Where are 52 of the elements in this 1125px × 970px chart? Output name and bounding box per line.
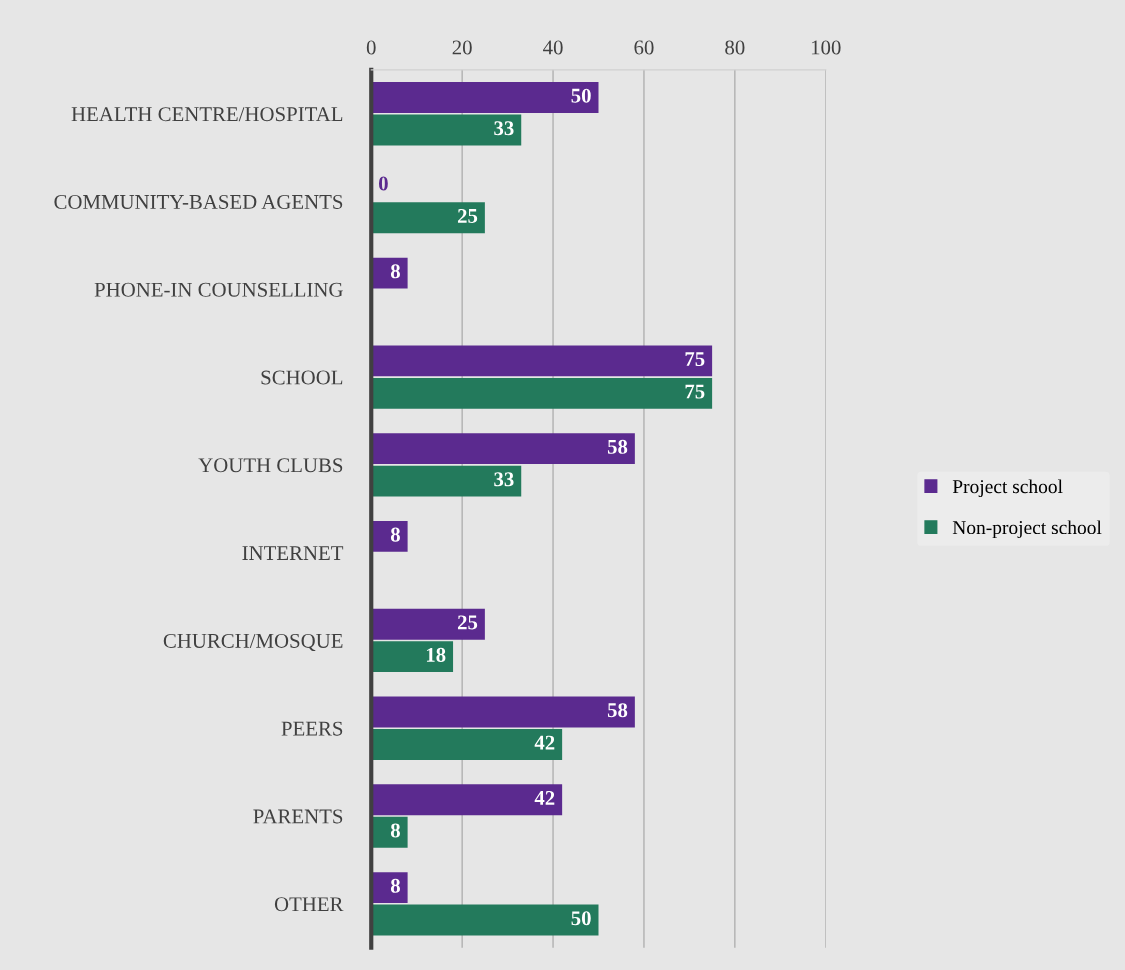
bar	[371, 433, 635, 465]
data-label: 75	[685, 352, 705, 367]
y-tick-label: HEALTH CENTRE/HOSPITAL	[71, 107, 343, 122]
y-tick-label: OTHER	[274, 897, 344, 912]
bar	[371, 377, 713, 409]
y-tick-label: CHURCH/MOSQUE	[163, 633, 343, 652]
bar	[371, 904, 599, 936]
y-tick-label: SCHOOL	[261, 370, 343, 385]
y-tick-label: PARENTS	[253, 809, 343, 824]
bar	[371, 608, 485, 640]
x-tick-label: 60	[634, 40, 654, 55]
bar	[371, 816, 408, 848]
bar	[371, 114, 522, 146]
y-tick-label: PEERS	[281, 721, 343, 736]
bar	[371, 465, 522, 497]
data-label: 8	[390, 527, 400, 542]
data-label: 8	[390, 878, 400, 893]
bar	[371, 202, 485, 234]
bar	[371, 872, 408, 903]
x-tick-label: 0	[366, 40, 376, 55]
x-tick-label: 20	[452, 40, 472, 55]
bar	[371, 696, 635, 728]
bar	[371, 345, 713, 377]
data-label: 50	[571, 911, 591, 926]
legend-label: Non-project school	[952, 520, 1102, 539]
y-tick-label: INTERNET	[242, 546, 344, 560]
x-tick-label: 80	[725, 40, 745, 55]
x-tick-label: 100	[811, 40, 841, 55]
y-tick-label: YOUTH CLUBS	[198, 458, 343, 473]
data-label: 8	[390, 264, 400, 279]
bar	[371, 82, 599, 113]
data-label: 50	[571, 88, 591, 103]
y-tick-label: COMMUNITY-BASED AGENTS	[54, 194, 343, 209]
bar	[371, 729, 563, 760]
data-label: 42	[534, 735, 555, 750]
data-label: 33	[494, 121, 514, 136]
data-label: 25	[457, 615, 478, 630]
data-label: 75	[685, 384, 705, 399]
data-label: 33	[494, 472, 514, 487]
data-label: 58	[607, 703, 628, 718]
legend-label: Project school	[952, 479, 1063, 498]
data-label: 18	[426, 647, 446, 662]
bar	[371, 641, 454, 673]
x-tick-label: 40	[543, 40, 563, 55]
data-label: 8	[390, 823, 400, 838]
data-label: 58	[607, 439, 628, 454]
bar	[371, 784, 563, 816]
bar	[371, 520, 408, 552]
data-label: 25	[457, 208, 478, 223]
data-label: 0	[378, 176, 388, 191]
y-tick-label: PHONE-IN COUNSELLING	[94, 282, 343, 297]
data-label: 42	[534, 790, 555, 805]
